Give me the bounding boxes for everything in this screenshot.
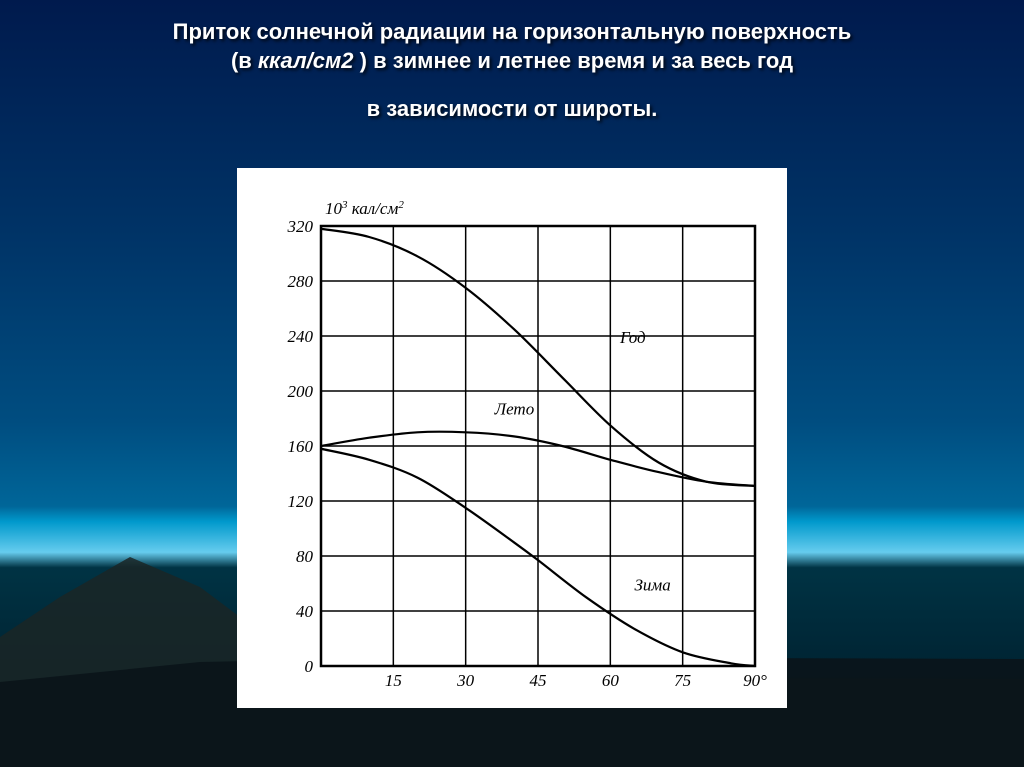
x-tick-label: 75 bbox=[674, 671, 691, 690]
x-tick-label: 30 bbox=[456, 671, 475, 690]
slide-title: Приток солнечной радиации на горизонталь… bbox=[0, 0, 1024, 124]
title-line-1: Приток солнечной радиации на горизонталь… bbox=[40, 18, 984, 47]
series-label-Лето: Лето bbox=[494, 399, 535, 418]
y-axis-unit: 103 кал/см2 bbox=[325, 199, 404, 218]
x-tick-label: 60 bbox=[602, 671, 620, 690]
y-tick-label: 320 bbox=[287, 217, 314, 236]
y-tick-label: 200 bbox=[288, 382, 314, 401]
y-tick-label: 160 bbox=[288, 437, 314, 456]
series-label-Зима: Зима bbox=[634, 575, 670, 594]
y-tick-label: 0 bbox=[305, 657, 314, 676]
y-tick-label: 280 bbox=[288, 272, 314, 291]
x-tick-label: 45 bbox=[530, 671, 547, 690]
y-tick-label: 40 bbox=[296, 602, 314, 621]
y-tick-label: 240 bbox=[288, 327, 314, 346]
radiation-chart: 0 40 80 120 160 200 240 280 320 15 30 45 60 75 90° 103 … bbox=[255, 186, 769, 696]
x-tick-label: 15 bbox=[385, 671, 402, 690]
y-tick-label: 80 bbox=[296, 547, 314, 566]
chart-container: 0 40 80 120 160 200 240 280 320 15 30 45 60 75 90° 103 … bbox=[237, 168, 787, 708]
series-label-Год: Год bbox=[619, 328, 646, 347]
title-line-3: в зависимости от широты. bbox=[40, 95, 984, 124]
title-line-2: (в ккал/см2 ) в зимнее и летнее время и … bbox=[40, 47, 984, 76]
y-tick-label: 120 bbox=[288, 492, 314, 511]
x-tick-label: 90° bbox=[743, 671, 767, 690]
